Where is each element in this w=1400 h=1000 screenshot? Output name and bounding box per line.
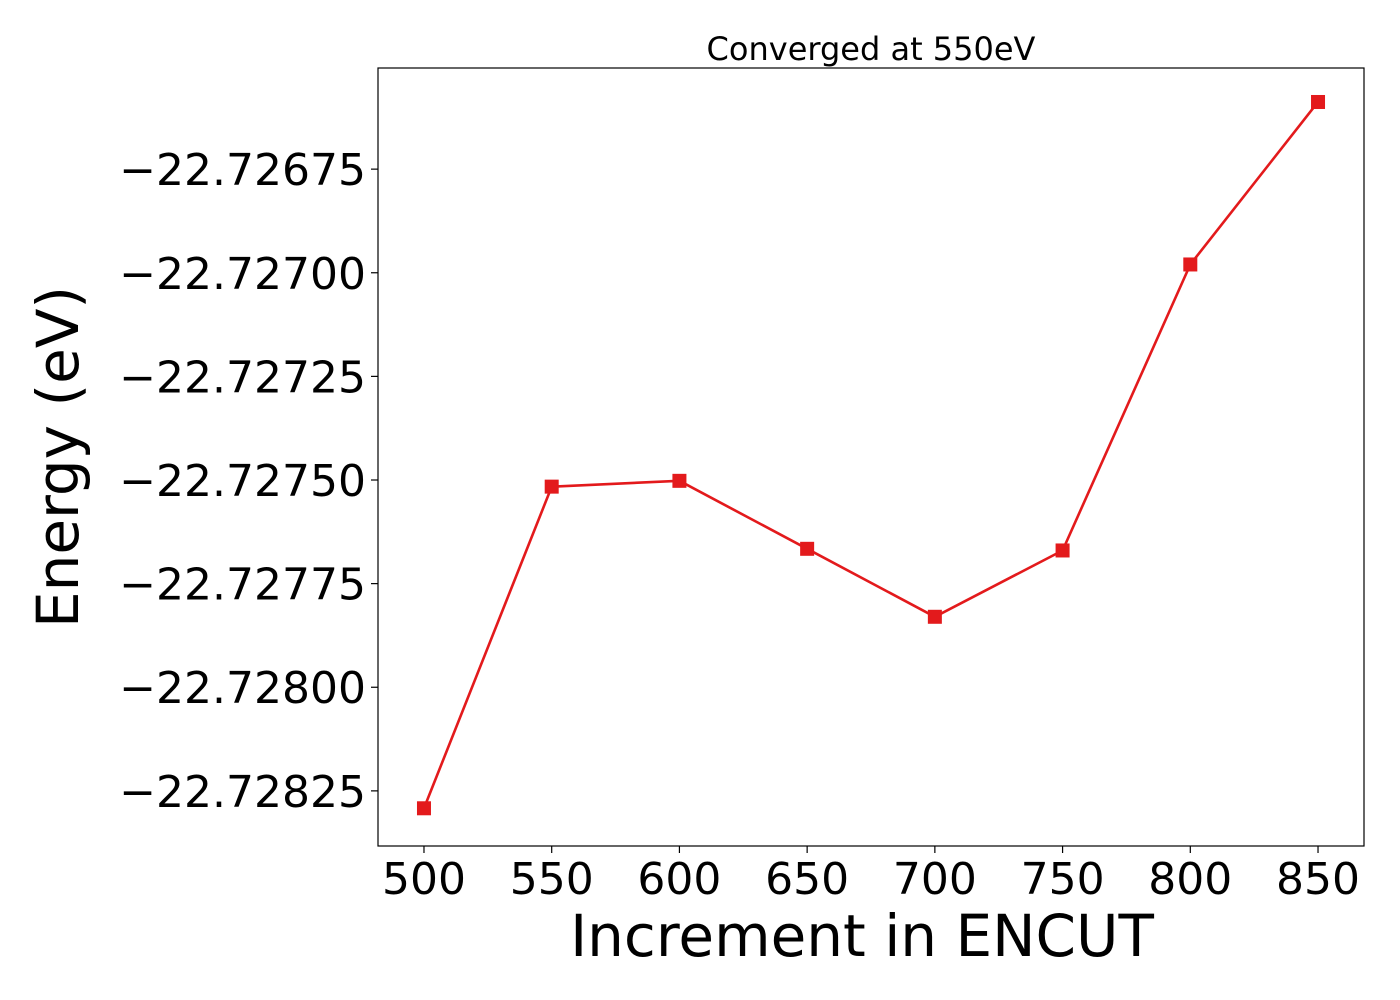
data-point — [800, 541, 815, 556]
data-point — [1183, 257, 1198, 272]
y-tick-label: −22.72775 — [119, 560, 366, 611]
x-axis-label: Increment in ENCUT — [570, 902, 1154, 970]
data-point — [672, 473, 687, 488]
plot-area — [377, 67, 1365, 847]
y-axis-label: Energy (eV) — [24, 286, 92, 628]
x-axis: 500 550 600 650 700 750 800 850 — [382, 846, 1360, 905]
data-point — [1311, 94, 1326, 109]
x-tick-label: 800 — [1148, 854, 1232, 905]
x-tick-label: 550 — [510, 854, 594, 905]
chart-title: Converged at 550eV — [707, 30, 1036, 68]
x-tick-label: 750 — [1021, 854, 1105, 905]
x-tick-label: 650 — [765, 854, 849, 905]
x-tick-label: 850 — [1276, 854, 1360, 905]
x-tick-label: 600 — [637, 854, 721, 905]
y-tick-label: −22.72675 — [119, 145, 366, 196]
y-tick-label: −22.72750 — [119, 456, 366, 507]
series-layer — [416, 94, 1326, 816]
data-point — [1055, 543, 1070, 558]
data-point — [544, 479, 559, 494]
data-point — [927, 609, 942, 624]
x-tick-label: 500 — [382, 854, 466, 905]
data-point — [416, 801, 431, 816]
y-tick-label: −22.72800 — [119, 663, 366, 714]
y-tick-label: −22.72725 — [119, 352, 366, 403]
y-tick-label: −22.72700 — [119, 249, 366, 300]
y-axis: −22.72825 −22.72800 −22.72775 −22.72750 −22.… — [119, 145, 378, 818]
series-line — [422, 101, 1320, 809]
x-tick-label: 700 — [893, 854, 977, 905]
y-tick-label: −22.72825 — [119, 767, 366, 818]
